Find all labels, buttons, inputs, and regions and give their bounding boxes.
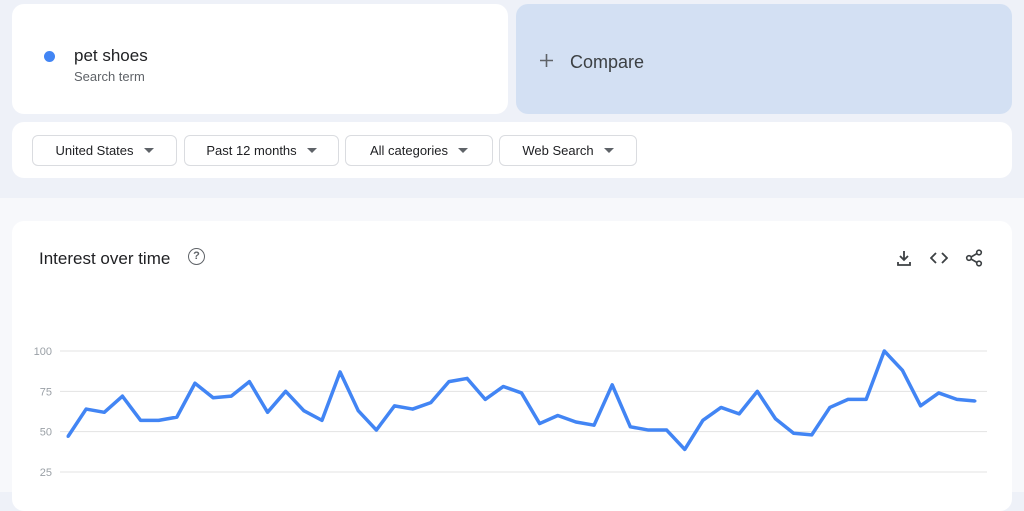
data-point: [266, 410, 270, 414]
data-point: [955, 397, 959, 401]
filter-bar: United States Past 12 months All categor…: [12, 122, 1012, 178]
data-point: [937, 391, 941, 395]
data-point: [139, 418, 143, 422]
data-point: [610, 383, 614, 387]
data-point: [483, 397, 487, 401]
dropdown-label: Past 12 months: [206, 143, 297, 158]
series-color-dot: [44, 51, 55, 62]
dropdown-label: Web Search: [522, 143, 594, 158]
data-point: [973, 399, 977, 403]
data-point: [320, 418, 324, 422]
data-point: [429, 401, 433, 405]
y-tick-label: 50: [40, 427, 52, 439]
data-point: [828, 405, 832, 409]
data-point: [882, 349, 886, 353]
data-point: [284, 389, 288, 393]
plus-icon: [540, 54, 553, 67]
data-point: [501, 384, 505, 388]
search-term-name: pet shoes: [74, 46, 148, 65]
line-chart: 25 50 75 100: [34, 346, 987, 479]
compare-label: Compare: [570, 52, 645, 72]
data-point: [538, 422, 542, 426]
interest-over-time-panel: Interest over time ? 25 50 75 100: [12, 221, 1012, 511]
data-point: [719, 405, 723, 409]
caret-down-icon: [603, 148, 614, 153]
data-point: [393, 404, 397, 408]
data-point: [683, 447, 687, 451]
region-dropdown[interactable]: United States: [32, 135, 177, 166]
help-icon[interactable]: ?: [188, 248, 205, 265]
data-point: [900, 368, 904, 372]
data-point: [84, 407, 88, 411]
data-point: [374, 428, 378, 432]
share-icon[interactable]: [965, 249, 983, 267]
data-point: [846, 397, 850, 401]
data-point: [646, 428, 650, 432]
data-point: [338, 370, 342, 374]
data-point: [157, 418, 161, 422]
panel-title: Interest over time: [39, 249, 171, 268]
embed-code-icon[interactable]: [930, 249, 948, 267]
search-type-dropdown[interactable]: Web Search: [499, 135, 637, 166]
dropdown-label: All categories: [369, 143, 449, 158]
data-point: [411, 407, 415, 411]
data-point: [211, 396, 215, 400]
data-point: [356, 409, 360, 413]
data-point: [556, 414, 560, 418]
data-point: [592, 423, 596, 427]
data-point: [120, 394, 124, 398]
data-point: [810, 433, 814, 437]
series-line: [66, 349, 976, 452]
y-tick-label: 25: [40, 467, 52, 479]
search-term-label: Search term: [74, 69, 145, 84]
data-point: [229, 394, 233, 398]
data-point: [193, 381, 197, 385]
data-point: [737, 412, 741, 416]
search-term-card[interactable]: pet shoes Search term: [12, 4, 508, 114]
data-point: [302, 409, 306, 413]
download-icon[interactable]: [896, 249, 912, 267]
y-tick-label: 100: [34, 346, 52, 358]
data-point: [447, 380, 451, 384]
data-point: [628, 425, 632, 429]
data-point: [66, 434, 70, 438]
data-point: [102, 410, 106, 414]
data-point: [919, 404, 923, 408]
data-point: [574, 420, 578, 424]
dropdown-label: United States: [55, 143, 134, 158]
data-point: [773, 417, 777, 421]
data-point: [465, 376, 469, 380]
data-point: [247, 380, 251, 384]
caret-down-icon: [458, 148, 469, 153]
data-point: [792, 431, 796, 435]
y-tick-label: 75: [40, 386, 52, 398]
data-point: [175, 415, 179, 419]
time-range-dropdown[interactable]: Past 12 months: [184, 135, 339, 166]
data-point: [520, 391, 523, 395]
caret-down-icon: [143, 148, 154, 153]
data-point: [864, 397, 868, 401]
category-dropdown[interactable]: All categories: [345, 135, 493, 166]
data-point: [701, 418, 705, 422]
data-point: [755, 389, 759, 393]
caret-down-icon: [306, 148, 317, 153]
data-point: [665, 428, 669, 432]
compare-button[interactable]: Compare: [516, 4, 1012, 114]
